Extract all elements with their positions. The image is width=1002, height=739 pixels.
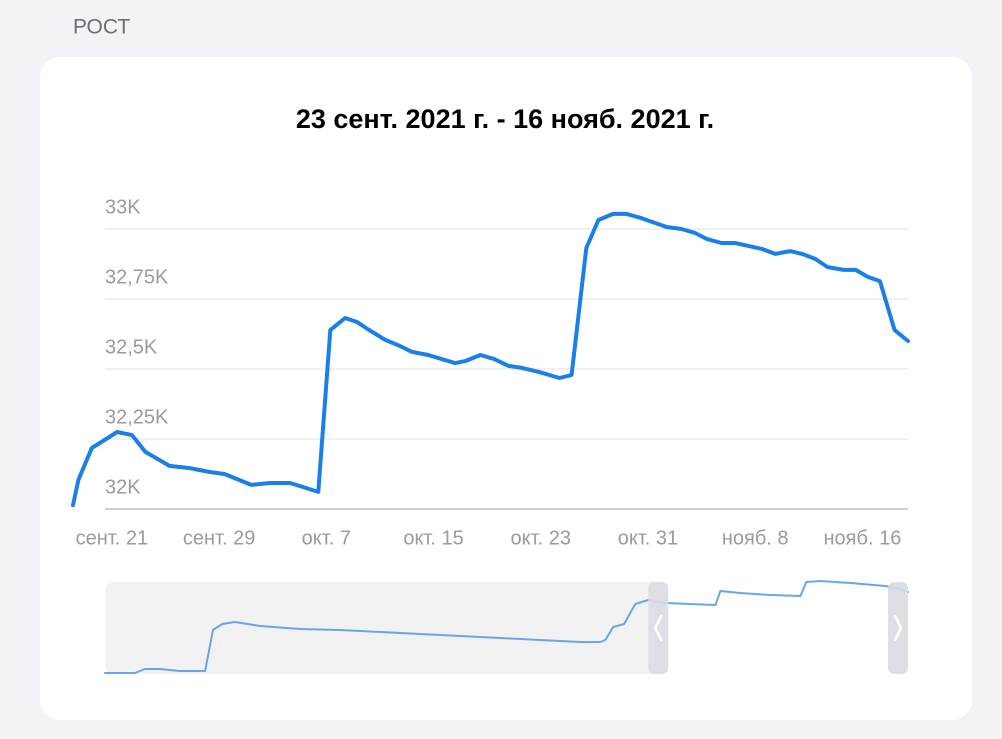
navigator-line (104, 580, 909, 674)
x-tick-label: окт. 31 (618, 527, 678, 549)
y-tick-label: 32,5K (105, 336, 158, 358)
x-tick-label: нояб. 8 (722, 527, 789, 549)
y-tick-label: 32,75K (105, 266, 169, 288)
chevron-right (893, 614, 903, 642)
handle-left[interactable] (648, 582, 669, 674)
chevron-left (653, 614, 663, 642)
x-tick-label: сент. 21 (76, 527, 148, 549)
x-tick-label: окт. 23 (511, 527, 571, 549)
y-tick-label: 32,25K (105, 406, 169, 428)
x-tick-label: нояб. 16 (824, 527, 902, 549)
handle-right[interactable] (888, 582, 908, 674)
section-title: РОСТ (73, 16, 130, 39)
navigator-plot (104, 580, 909, 674)
plot (71, 211, 910, 508)
y-tick-label: 32K (105, 476, 141, 498)
x-tick-label: окт. 15 (403, 527, 463, 549)
y-tick-label: 33K (105, 196, 141, 218)
x-tick-label: окт. 7 (302, 527, 351, 549)
card (40, 57, 972, 720)
grid: 32K 32,25K 32,5K 32,75K 33K сент. 21 сент. 29 о… (76, 196, 908, 549)
x-tick-label: сент. 29 (183, 527, 255, 549)
chart-title: 23 сент. 2021 г. - 16 нояб. 2021 г. (296, 104, 714, 134)
line (71, 211, 910, 508)
